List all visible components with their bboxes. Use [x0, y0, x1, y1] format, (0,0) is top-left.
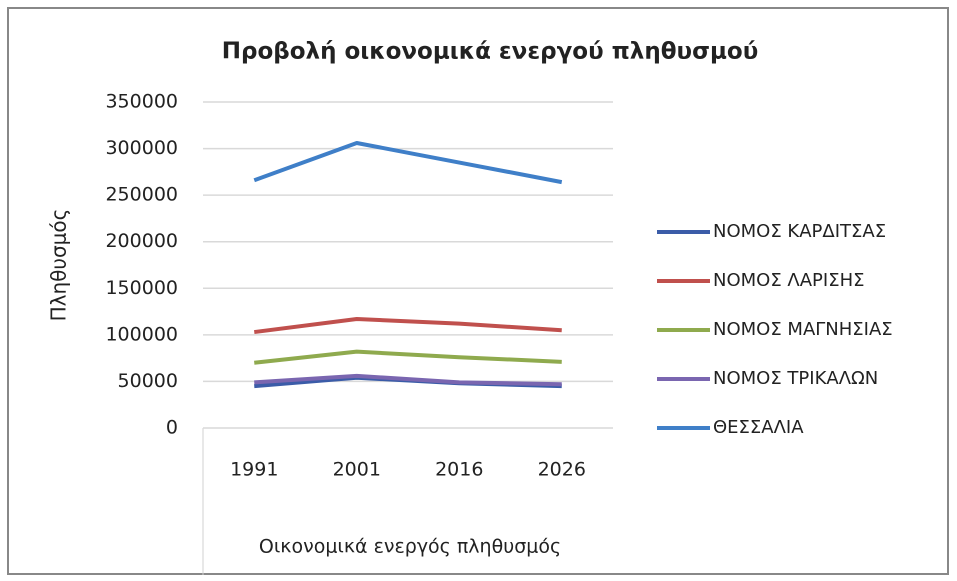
y-tick-label: 250000	[105, 184, 178, 206]
chart-title: Προβολή οικονομικά ενεργού πληθυσμού	[222, 39, 759, 65]
y-tick-label: 300000	[105, 137, 178, 159]
y-tick-label: 50000	[118, 370, 178, 392]
x-tick-label: 2001	[333, 459, 381, 481]
legend-label: ΝΟΜΟΣ ΜΑΓΝΗΣΙΑΣ	[713, 319, 893, 340]
x-tick-label: 2016	[435, 459, 483, 481]
series-line	[254, 373, 562, 387]
y-tick-label: 0	[166, 417, 178, 439]
legend-label: ΝΟΜΟΣ ΚΑΡΔΙΤΣΑΣ	[713, 221, 886, 242]
series-line	[253, 317, 562, 335]
y-tick-label: 200000	[105, 230, 178, 252]
y-tick-label: 100000	[105, 323, 178, 345]
x-tick-label: 1991	[230, 459, 278, 481]
legend-label: ΝΟΜΟΣ ΤΡΙΚΑΛΩΝ	[713, 368, 878, 389]
x-axis-title: Οικονομικά ενεργός πληθυσμός	[259, 536, 561, 558]
legend-label: ΝΟΜΟΣ ΛΑΡΙΣΗΣ	[713, 270, 865, 291]
legend-label: ΘΕΣΣΑΛΙΑ	[713, 417, 804, 438]
series-line	[253, 140, 563, 185]
y-axis-title: Πληθυσμός	[47, 209, 71, 322]
y-tick-label: 350000	[105, 91, 178, 113]
y-tick-label: 150000	[105, 277, 178, 299]
series-line	[254, 349, 562, 365]
x-tick-label: 2026	[538, 459, 586, 481]
